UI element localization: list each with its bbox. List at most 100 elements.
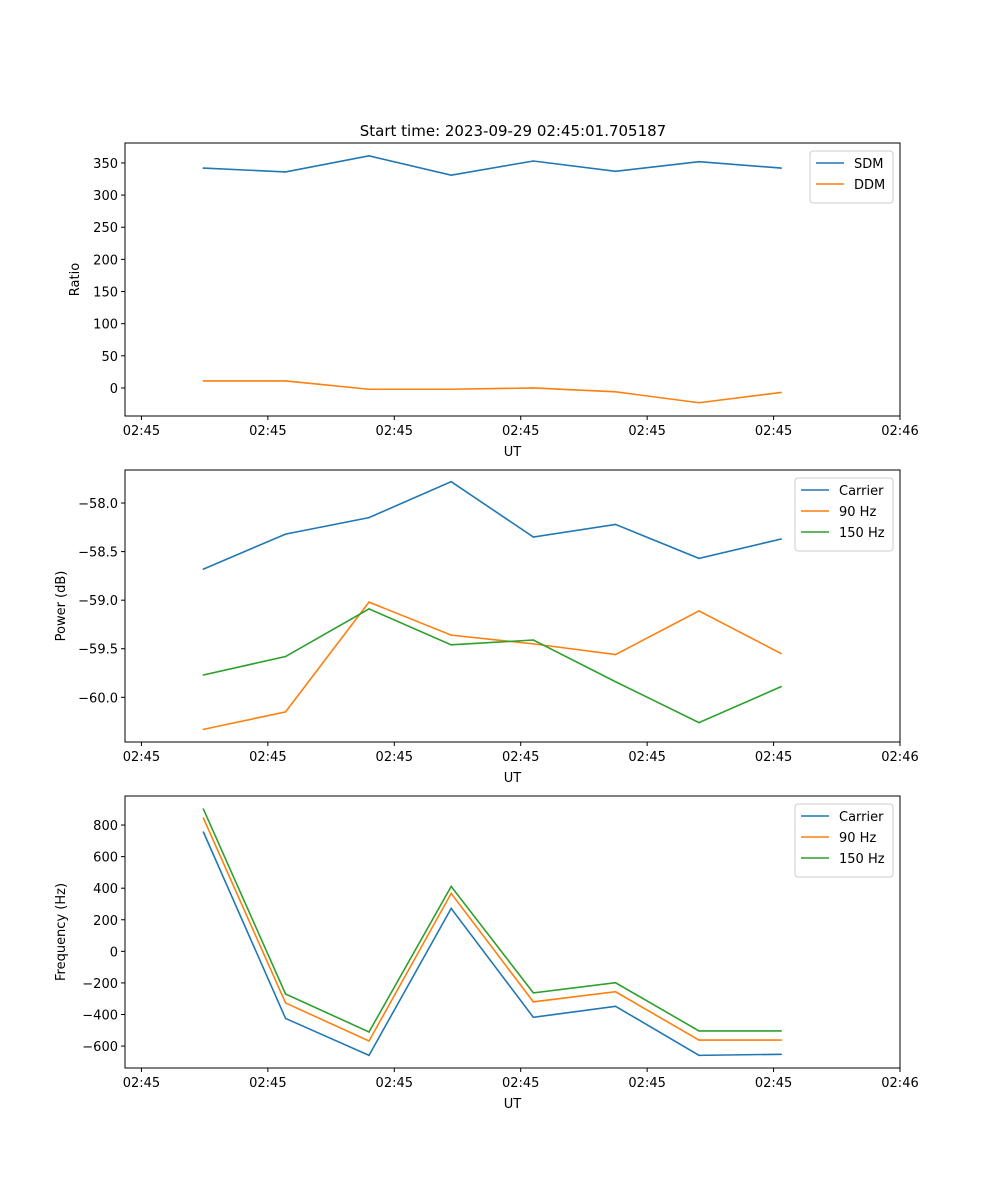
series-line-90-hz	[203, 601, 782, 731]
data-point	[698, 557, 700, 560]
data-point	[780, 391, 782, 394]
y-axis-label: Ratio	[68, 263, 83, 296]
y-tick-label: 350	[93, 157, 118, 172]
series-line-150-hz	[202, 808, 782, 1034]
data-point	[450, 885, 452, 888]
axes-frame	[124, 469, 901, 743]
x-tick-label: 02:45	[755, 750, 792, 765]
y-tick-label: 100	[93, 318, 118, 333]
data-point	[532, 639, 535, 641]
data-point	[284, 171, 287, 173]
x-tick-label: 02:46	[881, 1076, 918, 1091]
legend-label: DDM	[854, 178, 885, 193]
x-tick-label: 02:45	[502, 424, 539, 439]
x-tick-label: 02:45	[376, 424, 413, 439]
subplot-2: 02:45 02:45 02:45 02:45 02:45 02:45 02:46 −60.0…	[54, 469, 919, 786]
x-tick-label: 02:45	[376, 750, 413, 765]
series-line-150-hz	[203, 608, 782, 724]
y-tick-label: −200	[82, 977, 118, 992]
x-tick-label: 02:46	[881, 424, 918, 439]
data-point	[780, 167, 782, 169]
data-point	[532, 387, 535, 389]
legend: SDM DDM	[809, 150, 894, 204]
legend: Carrier 90 Hz 150 Hz	[794, 803, 894, 878]
data-point	[698, 401, 700, 404]
legend-label: 150 Hz	[839, 526, 885, 541]
data-point	[614, 990, 617, 993]
data-point	[202, 674, 205, 676]
y-tick-label: 200	[93, 253, 118, 268]
data-point	[698, 1039, 700, 1041]
data-point	[202, 568, 205, 570]
series-line-carrier	[202, 831, 782, 1057]
data-point	[202, 380, 205, 382]
axes-frame	[124, 795, 901, 1069]
y-tick-label: 200	[93, 914, 118, 929]
data-point	[284, 711, 287, 713]
data-point	[780, 1053, 782, 1056]
data-point	[450, 634, 452, 636]
data-point	[450, 174, 452, 176]
data-point	[450, 907, 452, 910]
data-point	[284, 533, 287, 535]
data-point	[614, 680, 617, 683]
data-point	[368, 601, 370, 603]
x-tick-label: 02:45	[249, 424, 286, 439]
y-tick-label: −600	[82, 1040, 118, 1055]
data-point	[368, 1054, 370, 1057]
data-point	[450, 644, 452, 646]
data-point	[532, 992, 535, 994]
data-point	[698, 1054, 700, 1057]
data-point	[202, 167, 205, 169]
legend-label: SDM	[854, 157, 883, 172]
axes-frame	[124, 142, 901, 417]
data-point	[614, 170, 617, 173]
data-point	[284, 1002, 287, 1004]
data-point	[614, 981, 617, 984]
data-point	[698, 160, 700, 163]
subplot-3: 02:45 02:45 02:45 02:45 02:45 02:45 02:46 −600 −…	[54, 795, 919, 1112]
series-line-ddm	[203, 380, 782, 404]
data-point	[202, 728, 205, 731]
x-tick-label: 02:46	[881, 750, 918, 765]
y-tick-label: 600	[93, 851, 118, 866]
series-line-sdm	[203, 155, 782, 176]
y-axis-label: Power (dB)	[54, 571, 69, 642]
legend-label: Carrier	[839, 484, 884, 499]
x-tick-label: 02:45	[123, 424, 160, 439]
x-tick-label: 02:45	[249, 1076, 286, 1091]
x-tick-label: 02:45	[502, 1076, 539, 1091]
y-tick-label: −60.0	[78, 691, 118, 706]
data-point	[780, 685, 782, 688]
y-tick-label: 300	[93, 189, 118, 204]
x-tick-label: 02:45	[123, 750, 160, 765]
y-tick-label: 250	[93, 221, 118, 236]
data-point	[450, 892, 452, 895]
data-point	[532, 1016, 535, 1019]
data-point	[202, 831, 205, 833]
legend-box	[809, 150, 894, 204]
x-tick-label: 02:45	[628, 424, 665, 439]
data-point	[614, 391, 617, 393]
data-point	[368, 1040, 370, 1042]
data-point	[202, 817, 205, 819]
x-axis-label: UT	[504, 1097, 522, 1112]
x-tick-label: 02:45	[123, 1076, 160, 1091]
y-tick-label: 0	[110, 382, 118, 397]
data-point	[614, 523, 617, 526]
y-tick-label: −59.0	[78, 594, 118, 609]
legend-label: 150 Hz	[839, 852, 885, 867]
x-axis-label: UT	[504, 445, 522, 460]
y-tick-label: −58.0	[78, 497, 118, 512]
data-point	[698, 610, 700, 612]
data-point	[284, 1017, 287, 1020]
legend-label: 90 Hz	[839, 831, 876, 846]
data-point	[698, 1030, 700, 1032]
series-line-carrier	[203, 480, 782, 570]
data-point	[368, 388, 370, 391]
data-point	[368, 516, 370, 519]
data-point	[368, 155, 370, 157]
data-point	[780, 538, 782, 540]
data-point	[284, 380, 287, 382]
